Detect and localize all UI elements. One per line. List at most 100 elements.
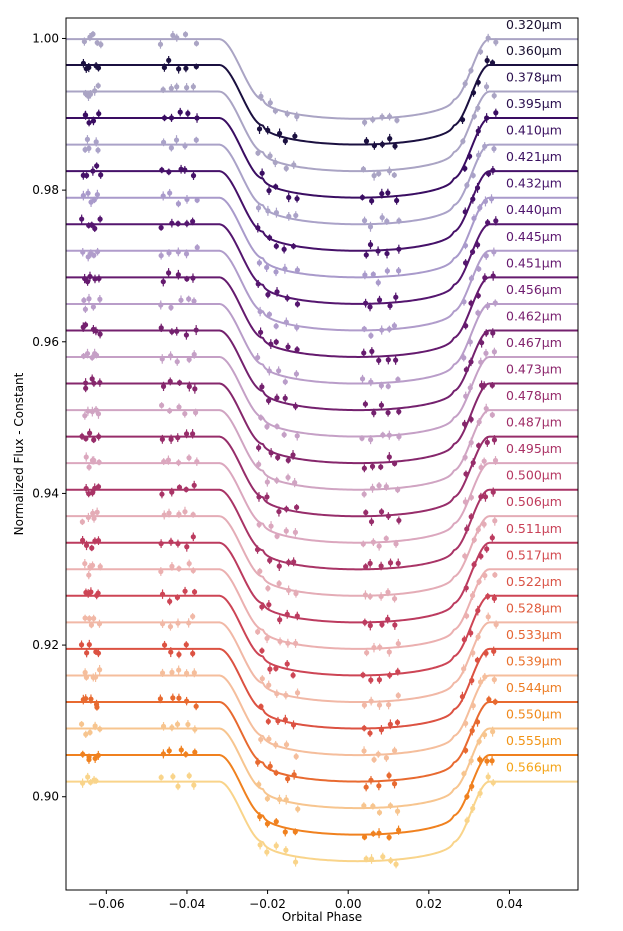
y-tick-label: 0.92: [32, 638, 59, 652]
data-point: [363, 252, 369, 258]
data-point: [378, 402, 385, 408]
data-point: [174, 328, 180, 334]
data-point: [284, 111, 290, 117]
data-point: [360, 541, 366, 547]
data-point: [475, 310, 481, 316]
data-point: [378, 727, 385, 733]
data-point: [395, 669, 401, 675]
series-14: [66, 402, 578, 498]
data-point: [267, 763, 273, 769]
data-point: [96, 459, 102, 465]
data-point: [80, 60, 87, 66]
data-point: [294, 613, 300, 619]
data-point: [88, 622, 95, 628]
data-point: [273, 323, 279, 329]
data-point: [484, 758, 490, 764]
data-point: [294, 113, 300, 120]
data-point: [383, 535, 389, 542]
data-point: [285, 474, 291, 481]
data-point: [257, 308, 263, 315]
data-point: [468, 67, 474, 74]
data-point: [481, 382, 487, 389]
data-point: [367, 622, 373, 629]
data-point: [474, 185, 481, 191]
data-point: [462, 165, 468, 172]
data-point: [266, 311, 273, 317]
data-point: [383, 484, 389, 490]
data-point: [267, 153, 273, 159]
data-point: [369, 348, 375, 354]
data-point: [182, 509, 188, 515]
data-point: [79, 780, 86, 786]
wavelength-label: 0.421μm: [506, 149, 562, 164]
data-point: [476, 266, 482, 272]
data-point: [475, 608, 481, 614]
data-point: [159, 167, 165, 173]
data-point: [255, 205, 262, 211]
data-point: [291, 559, 297, 565]
data-point: [383, 755, 390, 761]
data-point: [475, 634, 481, 640]
model-curve: [66, 515, 578, 597]
data-point: [190, 650, 196, 657]
data-point: [160, 751, 166, 757]
model-curve: [66, 541, 578, 624]
wavelength-label: 0.432μm: [506, 176, 562, 191]
series-13: [66, 374, 578, 473]
data-point: [362, 272, 368, 278]
data-point: [459, 694, 466, 700]
model-curve: [66, 355, 578, 438]
data-point: [476, 738, 482, 745]
data-point: [259, 384, 265, 390]
data-point: [396, 409, 402, 415]
data-point: [90, 304, 96, 310]
data-point: [95, 650, 102, 656]
data-point: [87, 729, 93, 736]
data-point: [484, 57, 490, 64]
data-point: [362, 592, 369, 598]
data-point: [273, 339, 279, 345]
data-point: [268, 450, 274, 456]
data-point: [361, 834, 368, 840]
data-point: [177, 109, 183, 115]
data-point: [464, 793, 470, 800]
series-9: [66, 268, 578, 365]
data-point: [492, 572, 498, 578]
data-point: [483, 330, 489, 336]
data-point: [184, 220, 190, 227]
data-point: [368, 698, 374, 704]
data-point: [391, 172, 397, 178]
data-point: [482, 143, 488, 149]
data-point: [267, 100, 273, 106]
model-curve: [66, 382, 578, 465]
data-point: [363, 300, 369, 306]
series-11: [66, 321, 578, 418]
data-point: [176, 566, 182, 572]
data-point: [370, 539, 376, 545]
data-point: [489, 412, 495, 418]
data-point: [469, 677, 475, 684]
data-point: [191, 589, 198, 595]
data-point: [160, 139, 167, 145]
data-point: [364, 650, 370, 656]
data-point: [175, 249, 181, 255]
data-point: [95, 484, 102, 490]
data-point: [285, 344, 291, 350]
data-point: [368, 379, 374, 385]
series-2: [66, 82, 578, 181]
data-point: [367, 224, 374, 230]
data-point: [267, 557, 273, 563]
data-point: [474, 242, 481, 248]
data-point: [477, 205, 483, 211]
data-point: [190, 84, 196, 90]
data-point: [190, 613, 196, 620]
data-point: [91, 380, 97, 386]
data-point: [395, 692, 401, 699]
wavelength-label: 0.395μm: [506, 96, 562, 111]
data-point: [282, 266, 288, 272]
data-point: [183, 65, 189, 71]
data-point: [191, 351, 197, 358]
data-point: [84, 650, 90, 656]
data-point: [158, 252, 164, 259]
data-point: [175, 541, 181, 547]
